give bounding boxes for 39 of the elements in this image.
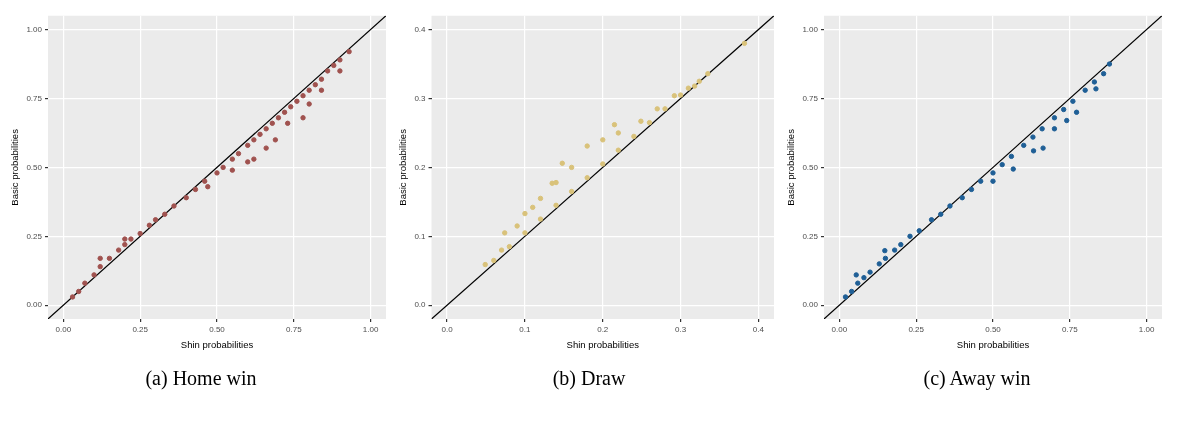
y-tick-label: 0.25 (26, 231, 43, 241)
y-tick-label: 1.00 (802, 24, 819, 34)
x-tick-label: 0.2 (597, 325, 609, 334)
y-axis-title: Basic probabilities (9, 128, 21, 206)
y-tick-label: 0.0 (414, 300, 427, 310)
x-tick-label: 0.75 (286, 325, 303, 334)
y-tick-label: 0.00 (802, 300, 819, 310)
y-tick-label: 0.00 (26, 300, 43, 310)
x-tick-label: 1.00 (362, 325, 379, 334)
x-tick-label: 0.00 (831, 325, 848, 334)
y-tick-label: 0.3 (414, 93, 427, 103)
x-tick-label: 0.0 (441, 325, 454, 334)
y-tick-label: 0.2 (414, 162, 427, 172)
x-tick-label: 0.3 (675, 325, 687, 334)
x-tick-label: 0.1 (519, 325, 532, 334)
x-tick-label: 0.25 (908, 325, 925, 334)
y-tick-label: 1.00 (26, 24, 43, 34)
y-axis-title: Basic probabilities (785, 128, 797, 206)
y-axis-title: Basic probabilities (397, 128, 409, 206)
x-tick-label: 0.75 (1062, 325, 1079, 334)
x-tick-label: 1.00 (1138, 325, 1155, 334)
y-tick-label: 0.25 (802, 231, 819, 241)
text: (c) Away win (923, 367, 1031, 390)
y-tick-label: 0.1 (414, 231, 427, 241)
y-tick-label: 0.75 (802, 93, 819, 103)
text: (a) Home win (145, 367, 257, 390)
text: (b) Draw (552, 367, 626, 390)
x-axis-title: Shin probabilities (566, 338, 640, 350)
x-tick-label: 0.00 (55, 325, 72, 334)
y-tick-label: 0.50 (802, 162, 819, 172)
x-tick-label: 0.4 (752, 325, 765, 334)
x-tick-label: 0.50 (985, 325, 1002, 334)
x-tick-label: 0.50 (209, 325, 226, 334)
x-tick-label: 0.25 (132, 325, 149, 334)
x-axis-title: Shin probabilities (956, 338, 1030, 350)
y-tick-label: 0.50 (26, 162, 43, 172)
y-tick-label: 0.75 (26, 93, 43, 103)
y-tick-label: 0.4 (414, 24, 427, 34)
x-axis-title: Shin probabilities (180, 338, 254, 350)
